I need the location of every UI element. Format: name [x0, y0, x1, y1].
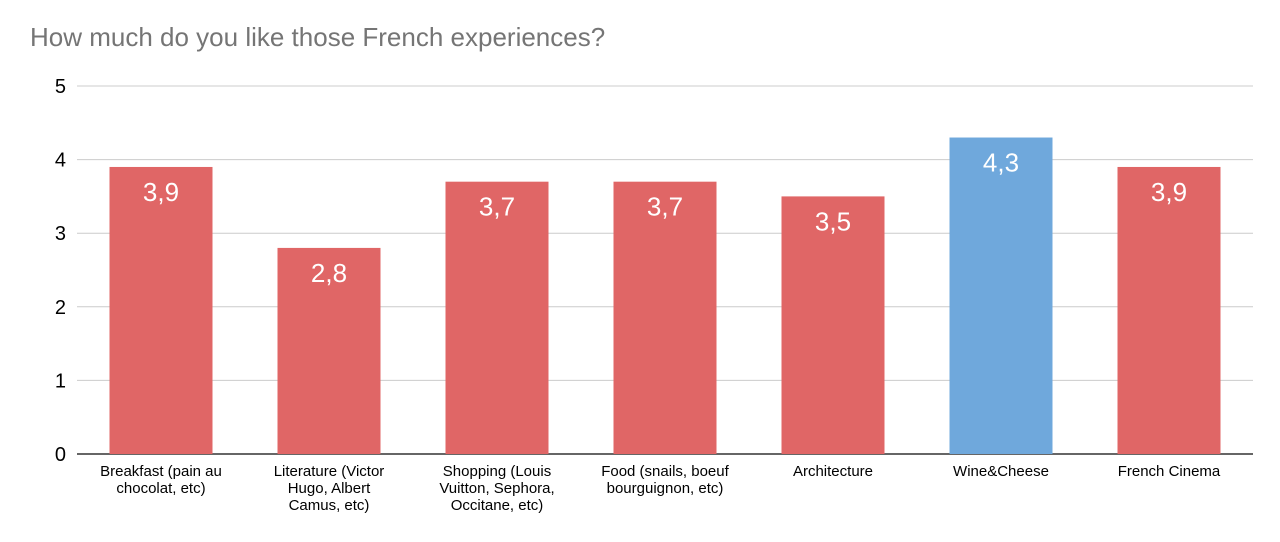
x-tick-label-line: Hugo, Albert — [288, 480, 371, 497]
data-labels: 3,9 2,8 3,7 3,7 3,5 4,3 3,9 — [143, 148, 1187, 288]
y-tick-label: 2 — [55, 297, 66, 319]
x-tick-label: Food (snails, boeuf bourguignon, etc) — [601, 463, 729, 497]
x-tick-label: Literature (Victor Hugo, Albert Camus, etc… — [274, 463, 385, 514]
x-tick-label: Architecture — [793, 463, 873, 480]
x-tick-label-line: Food (snails, boeuf — [601, 463, 729, 480]
y-tick-label: 4 — [55, 150, 66, 172]
x-tick-label-line: bourguignon, etc) — [607, 480, 724, 497]
y-tick-label: 3 — [55, 223, 66, 245]
bar — [949, 137, 1053, 454]
x-tick-label-line: Breakfast (pain au — [100, 463, 222, 480]
data-label: 3,7 — [479, 192, 515, 222]
x-tick-label-line: chocolat, etc) — [116, 480, 205, 497]
bar — [781, 196, 885, 454]
data-label: 3,9 — [143, 177, 179, 207]
bar — [277, 247, 381, 454]
x-tick-label-line: Shopping (Louis — [443, 463, 551, 480]
x-tick-label-line: Occitane, etc) — [451, 497, 544, 514]
x-tick-label: Wine&Cheese — [953, 463, 1049, 480]
data-label: 3,9 — [1151, 177, 1187, 207]
x-tick-label-line: Camus, etc) — [289, 497, 370, 514]
chart-title: How much do you like those French experi… — [30, 22, 606, 52]
bar — [445, 181, 549, 454]
bar — [109, 166, 213, 454]
data-label: 3,5 — [815, 206, 851, 236]
x-tick-label-line: Literature (Victor — [274, 463, 385, 480]
x-tick-label: Breakfast (pain au chocolat, etc) — [100, 463, 222, 497]
y-tick-label: 1 — [55, 370, 66, 392]
x-tick-label: Shopping (Louis Vuitton, Sephora, Occitane… — [439, 463, 554, 514]
data-label: 2,8 — [311, 258, 347, 288]
y-tick-label: 0 — [55, 444, 66, 466]
x-tick-label-line: French Cinema — [1118, 463, 1221, 480]
y-axis-ticks: 0 1 2 3 4 5 — [55, 76, 66, 466]
x-tick-label-line: Wine&Cheese — [953, 463, 1049, 480]
x-axis-ticks: Breakfast (pain au chocolat, etc) Literatu… — [100, 463, 1221, 514]
bar — [1117, 166, 1221, 454]
data-label: 4,3 — [983, 148, 1019, 178]
data-label: 3,7 — [647, 192, 683, 222]
bars — [109, 137, 1221, 454]
bar — [613, 181, 717, 454]
y-tick-label: 5 — [55, 76, 66, 98]
x-tick-label-line: Vuitton, Sephora, — [439, 480, 554, 497]
x-tick-label: French Cinema — [1118, 463, 1221, 480]
x-tick-label-line: Architecture — [793, 463, 873, 480]
